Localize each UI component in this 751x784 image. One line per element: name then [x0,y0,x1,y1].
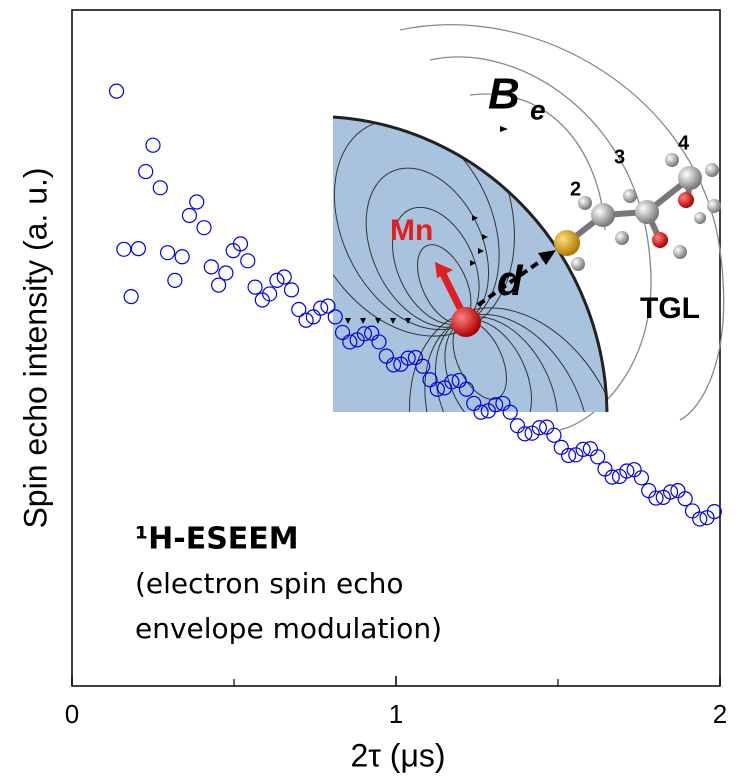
data-point [517,426,533,442]
data-point [371,334,387,350]
data-point [604,469,620,485]
data-point [108,83,125,99]
data-point [648,490,664,506]
data-point [313,300,329,316]
data-point [189,194,205,210]
data-point [597,461,613,477]
data-point [509,418,526,434]
data-point [458,381,475,397]
data-point [167,272,183,288]
data-point [159,245,176,261]
ion-label: Mn [390,214,433,247]
annotation: (electron spin echo [135,567,404,600]
x-tick-label: 0 [65,699,79,729]
annotation: envelope modulation) [135,612,442,645]
data-point [706,503,722,520]
atom-label: 2 [570,178,581,200]
data-point [422,372,438,388]
inset-diagram: B e Mn d TGL 2 3 4 [332,24,725,431]
data-point [531,420,547,436]
data-point [415,358,431,374]
data-point [298,312,314,328]
data-point [327,309,343,325]
data-point [247,279,263,295]
field-label: B [488,70,520,119]
data-point [677,491,693,507]
field-subscript: e [530,94,546,125]
data-point [575,441,591,457]
data-point [196,220,212,236]
data-point [692,511,708,527]
data-point [116,241,132,257]
data-point [174,249,190,265]
data-point [130,241,147,257]
data-point [138,163,154,180]
data-point [276,269,292,285]
y-axis-label: Spin echo intensity (a. u.) [17,167,53,528]
data-point [283,282,300,298]
data-point [211,277,227,293]
data-point [145,137,161,153]
data-point [619,463,635,479]
data-point [240,253,256,269]
atom-label: 4 [678,132,690,154]
data-point [334,324,351,341]
data-point [444,374,460,390]
data-point [356,326,373,342]
x-tick-label: 2 [713,699,727,729]
data-point [269,272,285,288]
data-point [684,503,701,519]
molecule-label: TGL [640,292,700,325]
data-point [152,180,168,196]
data-point [203,259,219,275]
data-point [590,449,606,465]
atom-label: 3 [614,146,625,168]
data-point [488,397,504,413]
data-point [320,298,336,314]
data-point [291,301,307,318]
data-point [385,357,402,373]
data-point [641,483,657,499]
annotation-title: ¹H-ESEEM [135,522,299,557]
data-point [262,286,278,302]
data-point [473,404,489,420]
data-point [546,427,562,443]
data-point [633,470,650,486]
data-point [662,484,679,500]
data-point [429,381,445,397]
data-point [553,439,569,455]
distance-label: d [497,257,524,304]
data-point [181,207,198,224]
data-point [232,236,249,252]
data-point [123,289,139,305]
x-tick-label: 1 [389,699,403,729]
data-point [560,447,577,464]
data-point [342,334,358,350]
data-point [502,404,518,420]
data-point [218,265,234,281]
x-axis-label: 2τ (μs) [350,737,445,773]
data-point [400,350,416,366]
